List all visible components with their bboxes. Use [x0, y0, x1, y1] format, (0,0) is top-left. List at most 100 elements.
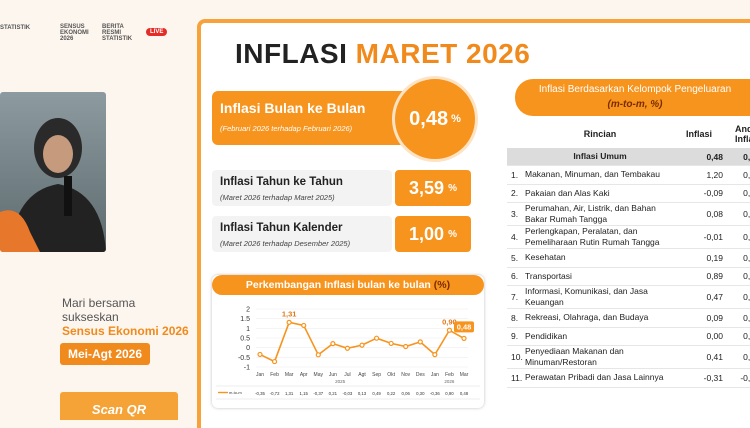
table-title: Inflasi Berdasarkan Kelompok Pengeluaran… [515, 79, 750, 116]
data-label: 0,48 [457, 322, 472, 331]
row-label: Rekreasi, Olahraga, dan Budaya [525, 312, 649, 323]
data-label: 0,90 [442, 317, 457, 326]
y-tick-label: -1 [244, 365, 250, 372]
row-label: Makanan, Minuman, dan Tembakau [525, 169, 660, 180]
row-number: 10. [511, 352, 523, 362]
promo-period: Mei-Agt 2026 [60, 343, 151, 365]
y-tick-label: 0.5 [240, 336, 250, 343]
table-row: 10. Penyediaan Makanan dan Minuman/Restor… [507, 346, 750, 369]
inflation-value: 0,09 [706, 312, 723, 323]
data-point [403, 343, 409, 350]
inflation-value: 0,48 [706, 151, 723, 162]
table: Rincian Inflasi Andil Inflasi Inflasi Umum 0… [507, 120, 750, 388]
row-number: 7. [511, 292, 519, 302]
table-row: 4. Perlengkapan, Peralatan, dan Pemelihar… [507, 226, 750, 249]
promo-line: Mari bersama [62, 296, 136, 310]
ytd-box: Inflasi Tahun Kalender (Maret 2026 terha… [212, 216, 392, 252]
data-table-value: -0,37 [313, 391, 323, 396]
data-point [286, 319, 292, 325]
row-label: Penyediaan Makanan dan Minuman/Restoran [525, 346, 624, 367]
data-point [432, 352, 438, 358]
data-table-value: 0,30 [416, 391, 425, 396]
legend-label: m-to-m [229, 390, 242, 395]
promo-line: sukseskan [62, 310, 119, 324]
unit: % [448, 182, 457, 194]
scan-qr-button[interactable]: Scan QR [60, 392, 178, 420]
value: 1,00 [409, 223, 445, 244]
row-number: 1. [511, 169, 519, 180]
inflation-value: -0,31 [703, 372, 723, 383]
data-table-value: 1,31 [285, 391, 294, 396]
inflation-value: 0,41 [706, 352, 723, 362]
andil-value: 0,1 [743, 271, 750, 282]
value: 0,48 [409, 107, 449, 130]
data-point [271, 358, 278, 365]
inflation-value: 0,08 [706, 209, 723, 219]
table-row: 11. Perawatan Pribadi dan Jasa Lainnya -0,… [507, 369, 750, 388]
andil-value: 0,0 [743, 331, 750, 342]
ytd-note: (Maret 2026 terhadap Desember 2025) [220, 239, 351, 248]
title-part: INFLASI [235, 38, 348, 69]
yoy-box: Inflasi Tahun ke Tahun (Maret 2026 terha… [212, 170, 392, 206]
table-row: 3. Perumahan, Air, Listrik, dan Bahan Bak… [507, 203, 750, 226]
row-label: Informasi, Komunikasi, dan Jasa Keuangan [525, 286, 648, 307]
row-label: Pakaian dan Alas Kaki [525, 187, 610, 198]
data-point [301, 322, 307, 329]
year-label: 2025 [335, 379, 346, 384]
column-header: Andil Inflasi [735, 124, 750, 144]
andil-value: 0,2 [743, 169, 750, 180]
table-title-text: Inflasi Berdasarkan Kelompok Pengeluaran [538, 84, 732, 95]
x-tick-label: Agt [358, 372, 366, 378]
ytd-value: 1,00% [395, 216, 471, 252]
x-tick-label: Mar [285, 372, 294, 378]
andil-value: 0,0 [743, 232, 750, 242]
data-table-value: -0,36 [430, 391, 440, 396]
table-header-row: Rincian Inflasi Andil Inflasi [507, 120, 750, 148]
live-badge: LIVE [146, 28, 168, 36]
x-tick-label: Des [416, 372, 425, 378]
data-table-value: 0,49 [372, 391, 381, 396]
data-table-value: 1,15 [300, 391, 309, 396]
promo-highlight: Sensus Ekonomi 2026 [62, 324, 189, 338]
mtm-box: Inflasi Bulan ke Bulan (Februari 2026 te… [212, 91, 412, 145]
andil-value: -0,0 [740, 372, 750, 383]
x-tick-label: Jan [431, 372, 439, 378]
x-tick-label: Jun [329, 372, 337, 378]
y-tick-label: -0.5 [238, 355, 250, 362]
inflation-value: 0,19 [706, 252, 723, 263]
column-header: Rincian [583, 128, 617, 139]
x-tick-label: Sep [372, 372, 381, 378]
inflation-value: 0,89 [706, 271, 723, 282]
column-header: Inflasi [685, 129, 712, 139]
row-label: Perawatan Pribadi dan Jasa Lainnya [525, 372, 664, 383]
row-label: Kesehatan [525, 252, 566, 263]
data-table-value: -0,03 [343, 391, 353, 396]
yoy-value: 3,59% [395, 170, 471, 206]
x-tick-label: Jul [344, 372, 350, 378]
andil-value: 0,0 [743, 209, 750, 219]
row-number: 9. [511, 331, 519, 342]
andil-value: 0,0 [743, 188, 750, 199]
x-tick-label: Feb [445, 372, 454, 378]
table-row: 8. Rekreasi, Olahraga, dan Budaya 0,09 0,0 [507, 309, 750, 328]
data-table-value: 0,06 [402, 391, 411, 396]
row-number: 11. [511, 372, 523, 383]
table-row: 6. Transportasi 0,89 0,1 [507, 268, 750, 286]
logo-sensus: SENSUS EKONOMI 2026 [60, 24, 89, 42]
row-number: 5. [511, 252, 519, 263]
inflation-value: 0,00 [706, 331, 723, 342]
y-tick-label: 1.5 [240, 316, 250, 323]
y-tick-label: 0 [246, 345, 250, 352]
logo-brs: BERITA RESMI STATISTIK [102, 24, 133, 42]
data-point [417, 339, 423, 345]
table-row: 2. Pakaian dan Alas Kaki -0,09 0,0 [507, 185, 750, 203]
data-label-bg [454, 321, 474, 333]
logo-bps: STATISTIK [0, 25, 31, 31]
data-point [257, 351, 263, 358]
x-tick-label: Mar [460, 372, 469, 378]
data-point [344, 345, 351, 351]
line-chart: -1 -0.5 0 0.5 1 1.5 2 Jan Feb Mar Apr May Jun Jul Agt S… [216, 307, 480, 400]
data-table-value: 0,48 [460, 391, 469, 396]
inflation-value: -0,01 [703, 232, 723, 242]
x-tick-label: Okt [387, 372, 395, 378]
